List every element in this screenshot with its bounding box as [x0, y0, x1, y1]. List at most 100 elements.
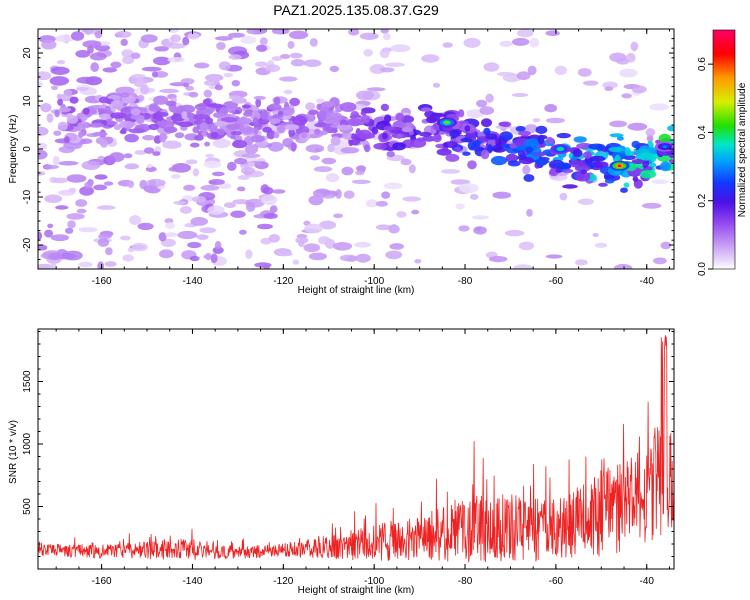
heatmap-cell [309, 38, 318, 47]
heatmap-cell [301, 133, 308, 139]
heatmap-cell [355, 253, 371, 263]
heatmap-cell [217, 128, 225, 136]
heatmap-cell [652, 257, 667, 265]
heatmap-cell [464, 125, 471, 132]
heatmap-cell [227, 32, 246, 38]
heatmap-cell [230, 131, 242, 136]
heatmap-cell [203, 89, 212, 98]
heatmap-cell [94, 174, 108, 180]
heatmap-cell [383, 32, 391, 41]
snr-series-line [38, 335, 674, 563]
heatmap-cell [604, 86, 614, 91]
heatmap-cell [192, 196, 207, 203]
heatmap-cell [390, 44, 411, 53]
heatmap-cell [351, 179, 371, 184]
heatmap-cell [50, 234, 70, 242]
heatmap-cell [38, 263, 54, 269]
heatmap-cell [660, 241, 672, 250]
heatmap-cell [467, 140, 477, 151]
heatmap-cell [411, 209, 420, 215]
heatmap-cell [363, 144, 371, 153]
heatmap-cell [386, 151, 395, 158]
heatmap-cell [574, 171, 591, 182]
heatmap-cell [392, 142, 406, 151]
heatmap-cell [511, 93, 529, 97]
heatmap-cell [490, 155, 508, 166]
heatmap-cell [651, 179, 669, 185]
heatmap-cell [479, 106, 495, 115]
heatmap-cell [321, 157, 337, 165]
heatmap-cell [580, 169, 587, 174]
heatmap-cell [212, 138, 231, 149]
heatmap-cell [526, 209, 533, 217]
heatmap-cell [165, 232, 178, 238]
bottom-x-axis: -160 -140 -120 -100 -80 -60 -40 [55, 329, 670, 587]
heatmap-cell [314, 147, 322, 152]
heatmap-cell [53, 130, 62, 136]
heatmap-cell [421, 54, 440, 63]
heatmap-cell [609, 133, 624, 138]
heatmap-cell [460, 137, 473, 143]
heatmap-cell [208, 179, 225, 185]
heatmap-cell [246, 29, 267, 35]
heatmap-cell [79, 186, 94, 196]
heatmap-cell [159, 249, 174, 259]
heatmap-cell [84, 181, 93, 189]
heatmap-cell [38, 171, 46, 176]
heatmap-cell [621, 93, 632, 99]
heatmap-cell [55, 34, 75, 43]
heatmap-cell [163, 126, 178, 133]
heatmap-cell [63, 250, 83, 261]
heatmap-cell [121, 127, 127, 134]
heatmap-cell [96, 205, 116, 210]
heatmap-cell [165, 100, 177, 107]
heatmap-cell [546, 136, 554, 145]
heatmap-cell [249, 111, 261, 121]
heatmap-cell [384, 114, 392, 123]
heatmap-cell [167, 57, 185, 63]
heatmap-cell [65, 227, 74, 234]
heatmap-cell [483, 127, 491, 136]
heatmap-cell [90, 62, 99, 72]
heatmap-cell [231, 80, 240, 87]
heatmap-cell [78, 130, 84, 139]
heatmap-cell [649, 103, 669, 111]
heatmap-cell [253, 127, 259, 135]
heatmap-cell [58, 106, 72, 113]
heatmap-cell [609, 52, 627, 62]
heatmap-cell [38, 231, 43, 241]
heatmap-cell [194, 135, 204, 141]
heatmap-cell [154, 46, 169, 52]
heatmap-cell [187, 241, 202, 249]
heatmap-cell [104, 106, 111, 114]
heatmap-cell [205, 153, 215, 158]
heatmap-cell [532, 118, 541, 123]
heatmap-cell [499, 40, 513, 47]
heatmap-cell [77, 121, 91, 129]
heatmap-cell [122, 254, 134, 262]
heatmap-cell [339, 254, 358, 262]
heatmap-cell [119, 120, 135, 129]
top-x-axis-label: Height of straight line (km) [298, 285, 415, 296]
heatmap-cell [206, 103, 224, 108]
heatmap-cell [56, 93, 62, 100]
heatmap-cell [271, 56, 283, 62]
heatmap-cell [49, 263, 57, 269]
heatmap-cell [396, 211, 407, 218]
heatmap-cell [572, 148, 583, 158]
colorbar-label: Normalized spectral amplitude [737, 82, 748, 217]
heatmap-cell [202, 98, 211, 105]
heatmap-cell [214, 36, 234, 41]
heatmap-cell [537, 134, 545, 145]
heatmap-cell [432, 82, 441, 88]
heatmap-cell [419, 131, 432, 137]
x-tick-label: -140 [182, 576, 202, 587]
heatmap-cell [227, 161, 237, 171]
heatmap-cell [472, 215, 489, 220]
heatmap-cell [63, 141, 83, 150]
heatmap-cell [350, 111, 359, 118]
heatmap-cell [569, 160, 584, 168]
heatmap-cell [518, 130, 531, 136]
snr-panel: -160 -140 -120 -100 -80 -60 -40 500 1000 1500 He… [8, 328, 675, 596]
heatmap-cell [415, 137, 427, 142]
